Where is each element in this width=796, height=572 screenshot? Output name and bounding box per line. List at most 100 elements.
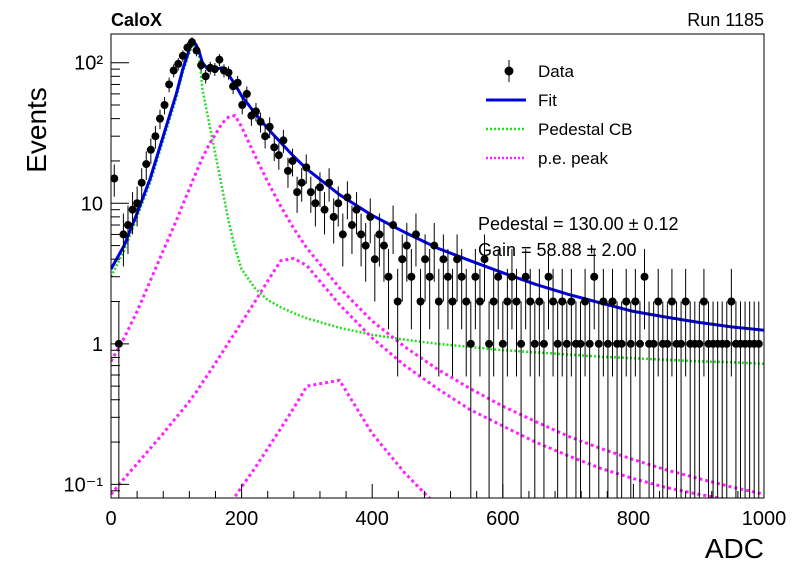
data-point (457, 248, 466, 330)
data-point (663, 301, 672, 498)
data-marker (119, 230, 128, 239)
data-point (549, 268, 558, 377)
data-point (443, 248, 452, 330)
data-marker (594, 339, 603, 348)
data-marker (123, 221, 132, 230)
data-point (567, 268, 576, 377)
data-marker (535, 297, 544, 306)
data-marker (453, 255, 462, 264)
legend-entry: Pedestal CB (486, 120, 633, 139)
data-marker (517, 339, 526, 348)
data-marker (649, 339, 658, 348)
data-point (343, 181, 352, 220)
data-point (233, 75, 242, 91)
data-marker (128, 205, 137, 214)
pe-peak-curve-2 (111, 256, 728, 498)
data-marker (407, 272, 416, 281)
data-marker (320, 205, 329, 214)
data-point (453, 234, 462, 302)
data-point (635, 301, 644, 498)
data-marker (480, 255, 489, 264)
data-point (544, 248, 553, 330)
data-marker (233, 78, 242, 87)
data-point (553, 301, 562, 498)
data-point (270, 136, 279, 161)
data-points (110, 37, 763, 498)
data-point (439, 234, 448, 302)
data-point (119, 213, 128, 267)
data-marker (585, 339, 594, 348)
data-marker (270, 143, 279, 152)
data-marker (370, 255, 379, 264)
data-point (421, 234, 430, 302)
y-tick-label: 10⁻¹ (64, 474, 104, 496)
data-marker (622, 297, 631, 306)
data-point (128, 192, 137, 235)
data-point (562, 301, 571, 498)
x-tick-label: 400 (356, 508, 389, 530)
x-tick-label: 800 (617, 508, 650, 530)
data-point (142, 151, 151, 180)
data-point (727, 268, 736, 377)
data-point (622, 268, 631, 377)
data-point (165, 77, 174, 93)
data-point (480, 234, 489, 302)
data-point (183, 42, 192, 54)
data-point (585, 301, 594, 498)
data-point (581, 268, 590, 377)
data-point (329, 198, 338, 244)
data-point (197, 59, 206, 72)
data-marker (558, 297, 567, 306)
data-point (384, 248, 393, 330)
data-point (498, 301, 507, 498)
data-marker (695, 339, 704, 348)
y-tick-label: 10² (74, 53, 103, 75)
legend-entry: p.e. peak (486, 149, 608, 168)
data-point (667, 268, 676, 377)
data-marker (311, 199, 320, 208)
data-marker (512, 297, 521, 306)
legend-entry: Fit (486, 91, 557, 110)
data-point (224, 66, 233, 80)
data-marker (165, 80, 174, 89)
data-marker (169, 66, 178, 75)
data-marker (261, 132, 270, 141)
data-marker (389, 221, 398, 230)
data-marker (443, 272, 452, 281)
axes: 0 200 400 600 800 1000 10⁻¹ 1 10 10² (64, 53, 787, 530)
data-point (517, 301, 526, 498)
data-point (626, 301, 635, 498)
data-point (503, 268, 512, 377)
data-marker (174, 59, 183, 68)
data-point (393, 268, 402, 377)
data-marker (366, 212, 375, 221)
data-marker (297, 178, 306, 187)
data-point (297, 168, 306, 202)
data-marker (398, 255, 407, 264)
data-marker (151, 132, 160, 141)
x-tick-label: 200 (225, 508, 258, 530)
data-point (699, 268, 708, 377)
data-point (261, 125, 270, 149)
data-point (238, 96, 247, 115)
data-marker (439, 255, 448, 264)
data-point (603, 301, 612, 498)
data-point (398, 234, 407, 302)
data-point (608, 268, 617, 377)
legend-entry: Data (504, 60, 574, 82)
data-marker (635, 339, 644, 348)
data-point (160, 96, 169, 115)
legend-marker (504, 66, 514, 76)
data-marker (288, 156, 297, 165)
data-point (576, 301, 585, 498)
data-marker (457, 272, 466, 281)
data-marker (393, 297, 402, 306)
data-marker (654, 297, 663, 306)
data-marker (626, 339, 635, 348)
data-marker (539, 339, 548, 348)
y-tick-label: 10 (81, 193, 103, 215)
data-marker (699, 297, 708, 306)
data-point (201, 69, 210, 84)
data-marker (379, 241, 388, 250)
data-marker (608, 297, 617, 306)
